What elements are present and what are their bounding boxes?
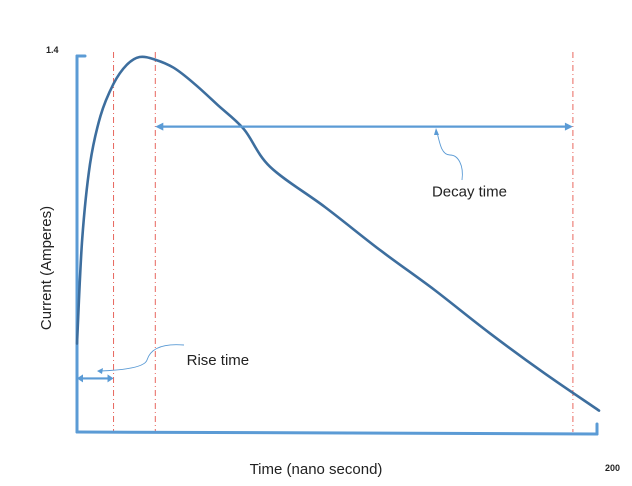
x-axis-title: Time (nano second) — [250, 461, 383, 478]
rise-arrow-head-left — [77, 374, 83, 383]
rise-callout-arrowhead — [97, 368, 103, 374]
rise-time-label: Rise time — [187, 352, 250, 369]
callout-curves — [97, 128, 463, 374]
y-tick-label-max: 1.4 — [46, 45, 59, 55]
rise-callout-curve — [99, 344, 185, 372]
decay-time-arrow — [155, 122, 573, 131]
series-layer — [75, 55, 601, 412]
marker-lines — [113, 52, 574, 432]
axes — [75, 54, 599, 436]
series-line-0 — [75, 55, 601, 412]
rise-arrow-head-right — [107, 374, 114, 383]
x-axis-line — [75, 430, 599, 436]
rise-time-arrow — [77, 374, 114, 383]
time-spans — [77, 122, 573, 383]
decay-arrow-head-right — [564, 122, 573, 131]
decay-callout-curve — [436, 131, 463, 181]
decay-arrow-head-left — [155, 122, 164, 131]
x-tick-label-max: 200 — [605, 463, 620, 473]
decay-callout-arrowhead — [434, 128, 439, 135]
y-axis-title: Current (Amperes) — [38, 206, 55, 330]
decay-time-label: Decay time — [432, 183, 507, 200]
